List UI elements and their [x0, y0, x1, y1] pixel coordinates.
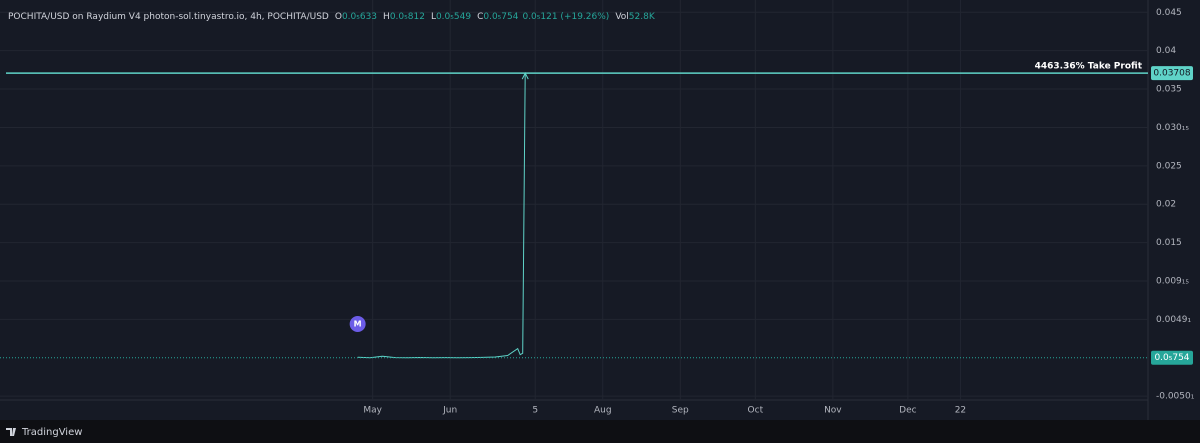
- ohlc-value: 0.0₅812: [390, 12, 425, 22]
- header: POCHITA/USD on Raydium V4 photon-sol.tin…: [8, 12, 656, 22]
- take-profit-label: 4463.36% Take Profit: [1035, 62, 1143, 72]
- y-tick-label: 0.02: [1156, 200, 1176, 210]
- ohlc-label: C: [477, 12, 483, 22]
- brand: TradingView: [21, 427, 82, 438]
- event-marker-label: M: [354, 320, 362, 329]
- y-tick-label: -0.0050₁: [1156, 392, 1195, 402]
- y-tick-label: 0.009₁₅: [1156, 276, 1189, 286]
- x-tick-label: Jun: [442, 406, 457, 416]
- footer-bar: [0, 420, 1200, 443]
- y-tick-label: 0.030₁₅: [1156, 123, 1189, 133]
- ohlc-label: O: [335, 12, 342, 22]
- volume-label: Vol: [615, 12, 628, 22]
- x-tick-label: Aug: [594, 406, 612, 416]
- brand-logo: [6, 428, 16, 436]
- overlay: 0.045 0.04 0.035 0.030₁₅ 0.025 0.02 0.015 0.009…: [0, 8, 1195, 416]
- x-tick-label: Dec: [899, 406, 916, 416]
- y-tick-label: 0.015: [1156, 238, 1182, 248]
- ohlc-value: 0.0₅633: [342, 12, 377, 22]
- take-profit-price: 0.03708: [1153, 69, 1190, 79]
- ohlc-value: 0.0₅754: [483, 12, 518, 22]
- current-price-tag: [1151, 350, 1193, 365]
- symbol-title: POCHITA/USD on Raydium V4 photon-sol.tin…: [8, 12, 329, 22]
- current-price-label: 0.0₅754: [1154, 353, 1189, 363]
- grid: [0, 0, 1148, 400]
- y-tick-label: 0.0049₁: [1156, 315, 1191, 325]
- y-tick-label: 0.045: [1156, 8, 1182, 18]
- x-tick-label: Sep: [672, 406, 689, 416]
- y-tick-label: 0.025: [1156, 161, 1182, 171]
- x-tick-label: 5: [532, 406, 538, 416]
- x-tick-label: Nov: [824, 406, 842, 416]
- volume-value: 52.8K: [629, 12, 656, 22]
- take-profit-tag: [1151, 66, 1193, 81]
- x-tick-label: Oct: [748, 406, 764, 416]
- change-value: 0.0₅121 (+19.26%): [522, 12, 609, 22]
- x-tick-label: May: [363, 406, 382, 416]
- ohlc-label: H: [383, 12, 390, 22]
- price-line: [357, 73, 526, 359]
- ohlc-label: L: [431, 12, 436, 22]
- ohlc-value: 0.0₅549: [436, 12, 471, 22]
- y-tick-label: 0.035: [1156, 85, 1182, 95]
- event-marker: [349, 316, 366, 332]
- y-tick-label: 0.04: [1156, 46, 1176, 56]
- x-tick-label: 22: [955, 406, 966, 416]
